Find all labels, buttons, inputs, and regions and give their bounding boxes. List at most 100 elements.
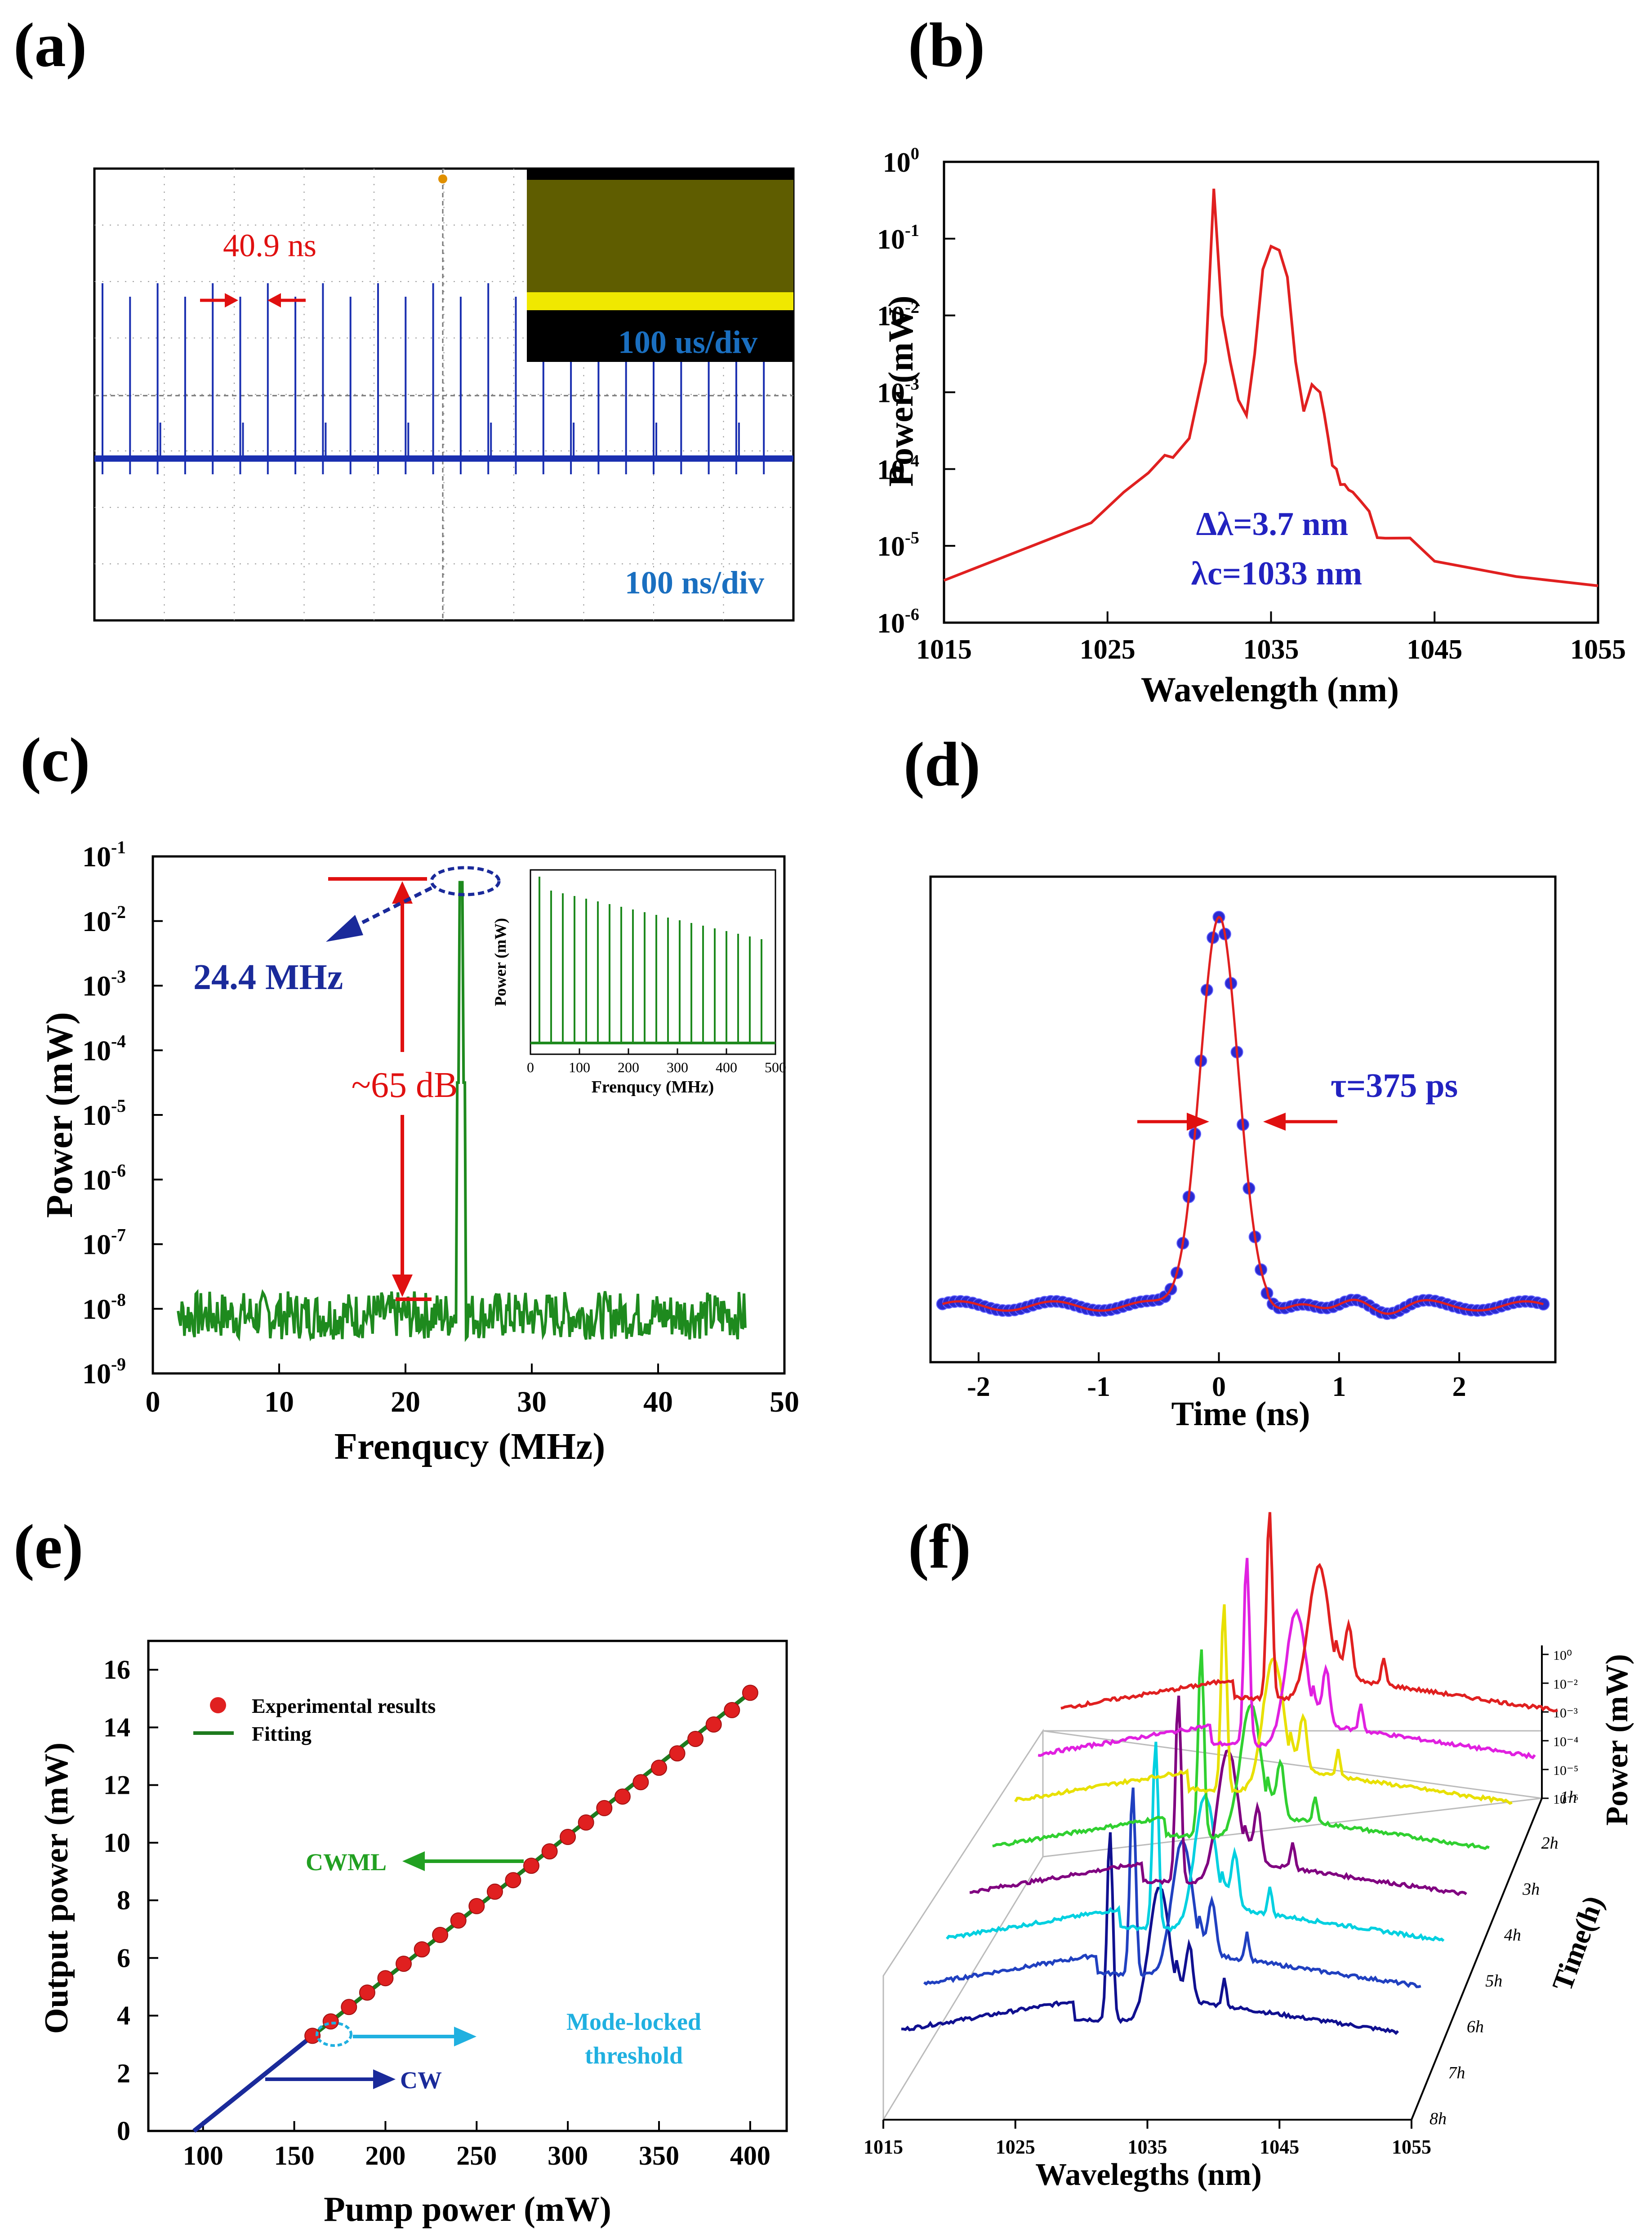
panel-label-a: (a) xyxy=(13,10,87,80)
chart-c-inset-xtick-3: 300 xyxy=(667,1059,688,1075)
chart-d-xtick-1: -1 xyxy=(1087,1372,1110,1402)
chart-b-ytick-base-0: 10 xyxy=(883,147,911,178)
legend-label-experimental: Experimental results xyxy=(252,1694,436,1717)
chart-f-time-tick-7: 8h xyxy=(1429,2109,1447,2128)
chart-f-xtick-1: 1025 xyxy=(996,2136,1035,2158)
chart-b-ytick-base-5: 10 xyxy=(877,531,905,562)
chart-e-cw-label: CW xyxy=(400,2067,442,2094)
chart-d-autocorrelation: -2 -1 0 1 2 τ=375 ps Time (ns) xyxy=(929,875,1557,1433)
chart-f-xlabel: Wavelegths (nm) xyxy=(1035,2157,1262,2192)
chart-b-spectrum-line xyxy=(943,188,1599,587)
chart-e-points xyxy=(304,1685,758,2044)
chart-d-xtick-4: 2 xyxy=(1452,1372,1466,1402)
chart-c-ytick-base-7: 10 xyxy=(82,1293,111,1325)
chart-b-xtick-0: 1015 xyxy=(916,634,972,665)
chart-c-xlabel: Frenqucy (MHz) xyxy=(334,1426,606,1467)
chart-e-ylabel: Output power (mW) xyxy=(38,1743,75,2034)
chart-e-point-5 xyxy=(396,1956,412,1972)
chart-d-xtick-3: 1 xyxy=(1332,1372,1346,1402)
chart-b-ytick-exp-5: -5 xyxy=(905,528,919,547)
chart-e-point-16 xyxy=(596,1800,613,1816)
chart-b-ytick-base-4: 10 xyxy=(877,455,905,485)
chart-c-ytick-exp-2: -3 xyxy=(111,967,126,987)
chart-e-ytick-6: 12 xyxy=(103,1770,130,1800)
chart-a-grid xyxy=(94,169,793,620)
chart-f-power-tick-4: 10⁻⁵ xyxy=(1553,1763,1578,1778)
chart-c-inset-xtick-5: 500 xyxy=(765,1059,786,1075)
chart-b-ytick-exp-0: 0 xyxy=(911,144,919,163)
chart-b-ytick-base-6: 10 xyxy=(877,608,905,639)
chart-f-xtick-3: 1045 xyxy=(1260,2136,1299,2158)
chart-f-trace-5h xyxy=(969,1695,1467,1896)
chart-e-point-2 xyxy=(341,1999,357,2015)
panel-label-d: (d) xyxy=(904,730,981,799)
chart-f-power-ticks: 10⁰ 10⁻² 10⁻³ 10⁻⁴ 10⁻⁵ 10⁻⁶ xyxy=(1542,1648,1578,1807)
chart-d-fwhm-label: τ=375 ps xyxy=(1331,1067,1458,1105)
chart-c-inset-xtick-4: 400 xyxy=(716,1059,737,1075)
chart-f-time-tick-3: 4h xyxy=(1504,1925,1521,1944)
chart-e-ytick-8: 16 xyxy=(103,1655,130,1685)
chart-c-ytick-6: 10-7 xyxy=(82,1226,126,1261)
chart-f-time-tick-1: 2h xyxy=(1541,1834,1558,1853)
chart-e-xtick-0: 100 xyxy=(183,2141,223,2171)
chart-e-point-9 xyxy=(468,1898,485,1914)
chart-f-ylabel: Power (mW) xyxy=(1600,1654,1634,1826)
chart-b-xtick-4: 1055 xyxy=(1570,634,1626,665)
chart-f-time-tick-5: 6h xyxy=(1467,2018,1484,2037)
chart-c-xtick-2: 20 xyxy=(391,1386,420,1418)
chart-c-inset-xtick-1: 100 xyxy=(569,1059,590,1075)
chart-e-point-3 xyxy=(359,1984,375,2001)
chart-b-ytick-exp-3: -3 xyxy=(905,375,919,394)
chart-e-point-23 xyxy=(724,1702,740,1718)
chart-e-xtick-6: 400 xyxy=(730,2141,770,2171)
chart-a-pulses xyxy=(102,283,765,474)
chart-c-ytick-exp-5: -6 xyxy=(111,1161,126,1181)
chart-e-cwml-arrow xyxy=(402,1851,524,1871)
chart-c-ytick-base-5: 10 xyxy=(82,1164,111,1196)
chart-b-ytick-base-3: 10 xyxy=(877,378,905,409)
chart-e-xtick-2: 200 xyxy=(365,2141,405,2171)
chart-e-ytick-2: 4 xyxy=(117,2001,130,2031)
chart-a-inset-trace-bright xyxy=(527,292,793,310)
chart-b-ytick-exp-6: -6 xyxy=(905,605,919,624)
chart-f-time-tick-2: 3h xyxy=(1522,1880,1540,1899)
chart-e-power: 100 150 200 250 300 350 400 0 2 4 6 8 10 12 14 16 Expe… xyxy=(38,1640,788,2229)
chart-b-ylabel: Power (mW) xyxy=(881,295,920,486)
chart-e-point-8 xyxy=(450,1912,467,1929)
chart-c-ytick-exp-3: -4 xyxy=(111,1031,126,1051)
trigger-marker xyxy=(438,174,447,183)
chart-b-ytick-exp-1: -1 xyxy=(905,221,919,240)
chart-b-ytick-5: 10-5 xyxy=(877,528,919,562)
chart-e-yticks: 0 2 4 6 8 10 12 14 16 xyxy=(103,1655,158,2146)
chart-f-power-tick-5: 10⁻⁶ xyxy=(1553,1792,1578,1807)
chart-e-ytick-1: 2 xyxy=(117,2059,130,2088)
chart-c-inset-xtick-2: 200 xyxy=(618,1059,639,1075)
chart-c-ytick-1: 10-2 xyxy=(82,902,126,937)
chart-b-ytick-4: 10-4 xyxy=(877,451,919,485)
chart-f-xticks: 1015 1025 1035 1045 1055 xyxy=(864,2120,1431,2158)
chart-c-xticks: 0 10 20 30 40 50 xyxy=(146,1364,799,1418)
chart-c-ytick-3: 10-4 xyxy=(82,1031,126,1066)
chart-e-point-22 xyxy=(705,1716,722,1733)
chart-e-point-11 xyxy=(505,1872,521,1889)
chart-e-xtick-4: 300 xyxy=(548,2141,588,2171)
chart-e-point-6 xyxy=(414,1941,430,1958)
chart-b-ytick-base-2: 10 xyxy=(877,301,905,332)
chart-d-xtick-2: 0 xyxy=(1212,1372,1226,1402)
chart-d-xlabel: Time (ns) xyxy=(1171,1395,1310,1433)
chart-d-fit-line xyxy=(942,916,1544,1315)
legend-marker-experimental xyxy=(210,1697,226,1713)
chart-e-threshold-label-2: threshold xyxy=(585,2042,683,2069)
chart-b-ytick-exp-4: -4 xyxy=(905,451,919,470)
chart-e-point-1 xyxy=(322,2013,339,2030)
chart-f-trace-7h xyxy=(923,1787,1421,1988)
chart-a-spacing-label: 40.9 ns xyxy=(223,227,316,263)
chart-b-ytick-6: 10-6 xyxy=(877,605,919,639)
chart-e-point-19 xyxy=(651,1760,667,1776)
chart-b-ytick-base-1: 10 xyxy=(877,224,905,255)
chart-e-point-24 xyxy=(742,1685,758,1701)
chart-e-xtick-3: 250 xyxy=(456,2141,497,2171)
chart-f-power-tick-1: 10⁻² xyxy=(1553,1677,1578,1692)
chart-c-ytick-base-6: 10 xyxy=(82,1229,111,1261)
